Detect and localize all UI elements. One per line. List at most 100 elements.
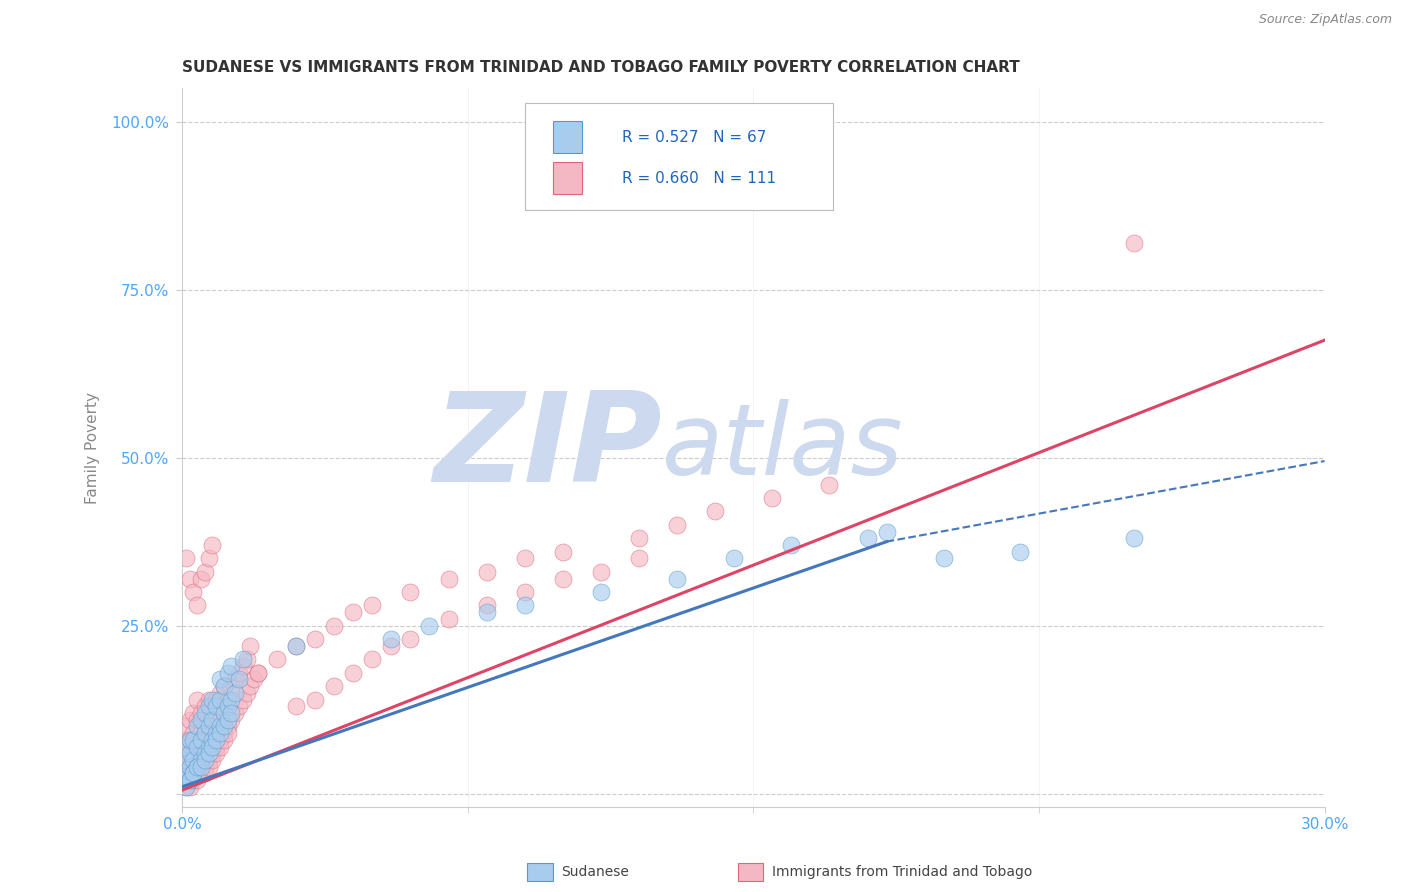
Point: [342, 665, 364, 680]
Point: [194, 739, 217, 754]
Y-axis label: Family Poverty: Family Poverty: [86, 392, 100, 504]
Point: [239, 639, 262, 653]
Point: [186, 692, 208, 706]
Point: [174, 753, 197, 767]
Text: Immigrants from Trinidad and Tobago: Immigrants from Trinidad and Tobago: [772, 865, 1032, 880]
Point: [285, 699, 308, 714]
Point: [201, 699, 224, 714]
Point: [304, 692, 326, 706]
Point: [186, 739, 208, 754]
Point: [380, 639, 402, 653]
Point: [201, 746, 224, 760]
Point: [1123, 235, 1146, 250]
Point: [197, 719, 219, 733]
Point: [361, 652, 384, 666]
Point: [235, 686, 257, 700]
Text: Sudanese: Sudanese: [561, 865, 628, 880]
Point: [228, 673, 250, 687]
Point: [183, 766, 205, 780]
Point: [221, 706, 243, 720]
Point: [627, 551, 650, 566]
Point: [197, 732, 219, 747]
Point: [212, 719, 235, 733]
Point: [205, 692, 228, 706]
Point: [174, 773, 197, 788]
Text: R = 0.660   N = 111: R = 0.660 N = 111: [621, 170, 776, 186]
Text: atlas: atlas: [662, 399, 904, 496]
Point: [183, 706, 205, 720]
Point: [627, 531, 650, 545]
Point: [194, 760, 217, 774]
Point: [323, 618, 346, 632]
Point: [190, 706, 212, 720]
Point: [197, 699, 219, 714]
Point: [183, 585, 205, 599]
Point: [208, 673, 231, 687]
Point: [205, 719, 228, 733]
Point: [183, 766, 205, 780]
Point: [1008, 545, 1031, 559]
Point: [266, 652, 288, 666]
Point: [183, 753, 205, 767]
Point: [342, 605, 364, 619]
Point: [190, 760, 212, 774]
Point: [232, 659, 254, 673]
Point: [186, 713, 208, 727]
Point: [221, 713, 243, 727]
Point: [212, 679, 235, 693]
Point: [201, 732, 224, 747]
Point: [197, 746, 219, 760]
Point: [194, 699, 217, 714]
Point: [194, 565, 217, 579]
Point: [285, 639, 308, 653]
Point: [201, 726, 224, 740]
FancyBboxPatch shape: [524, 103, 834, 211]
Point: [205, 746, 228, 760]
Point: [666, 572, 689, 586]
Point: [174, 739, 197, 754]
Point: [201, 692, 224, 706]
Point: [190, 713, 212, 727]
Point: [399, 585, 422, 599]
Point: [666, 517, 689, 532]
Point: [217, 713, 239, 727]
Point: [818, 477, 841, 491]
Point: [856, 531, 879, 545]
Point: [217, 726, 239, 740]
Point: [174, 746, 197, 760]
Point: [197, 551, 219, 566]
Text: Source: ZipAtlas.com: Source: ZipAtlas.com: [1258, 13, 1392, 27]
Point: [932, 551, 955, 566]
Point: [239, 679, 262, 693]
Point: [247, 665, 270, 680]
Point: [212, 726, 235, 740]
Point: [217, 699, 239, 714]
Point: [589, 585, 612, 599]
Point: [217, 692, 239, 706]
Point: [183, 739, 205, 754]
Point: [232, 692, 254, 706]
Point: [190, 739, 212, 754]
Point: [179, 773, 201, 788]
Point: [197, 760, 219, 774]
Point: [179, 746, 201, 760]
Point: [475, 565, 498, 579]
Point: [190, 572, 212, 586]
Point: [212, 706, 235, 720]
Point: [186, 760, 208, 774]
Point: [205, 699, 228, 714]
Point: [380, 632, 402, 646]
Point: [212, 732, 235, 747]
Text: ZIP: ZIP: [433, 387, 662, 508]
Point: [194, 726, 217, 740]
Point: [174, 780, 197, 794]
Point: [437, 572, 460, 586]
Point: [201, 753, 224, 767]
Point: [201, 538, 224, 552]
Point: [876, 524, 898, 539]
Point: [243, 673, 266, 687]
Point: [186, 732, 208, 747]
Point: [174, 773, 197, 788]
Point: [190, 753, 212, 767]
Point: [174, 719, 197, 733]
